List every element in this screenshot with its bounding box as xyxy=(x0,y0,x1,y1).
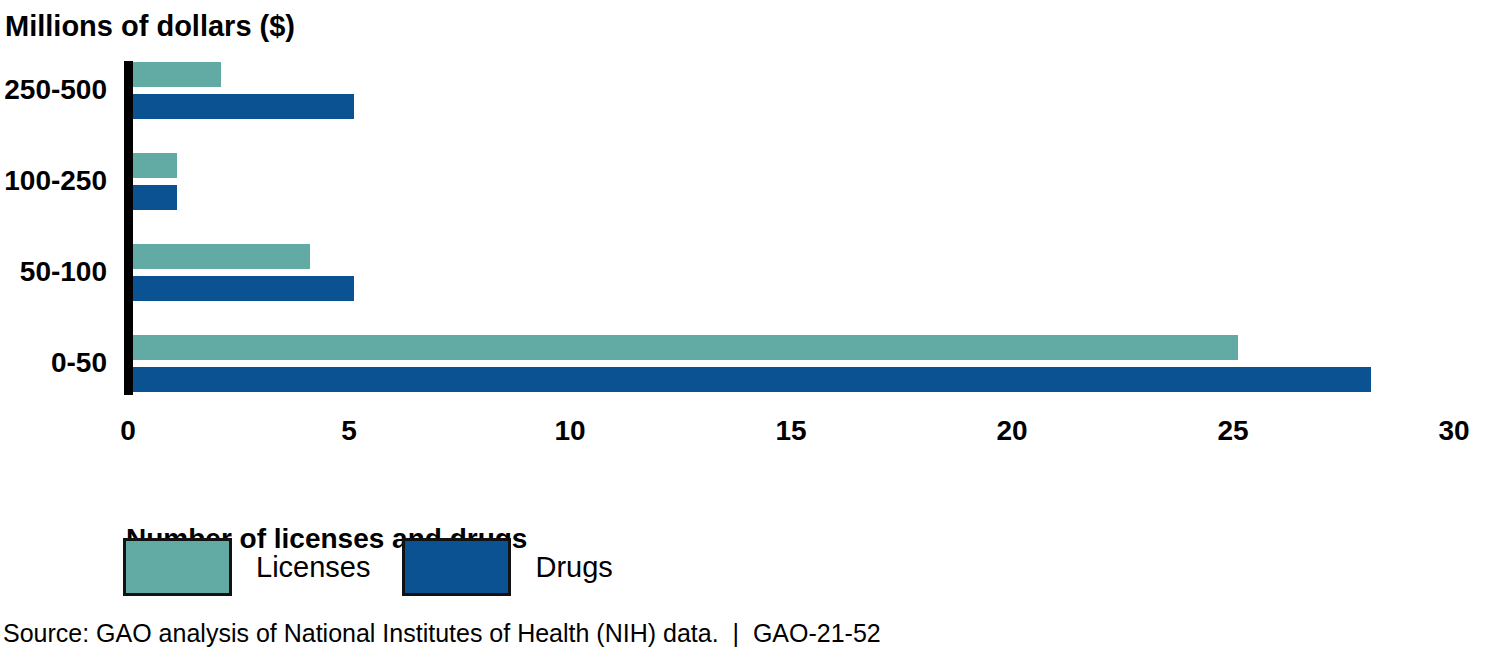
y-axis-spine xyxy=(124,61,133,395)
bar-licenses-0-50 xyxy=(133,335,1238,360)
bar-drugs-50-100 xyxy=(133,276,354,301)
plot-area: 250-500100-25050-1000-50 051015202530 Nu… xyxy=(0,62,1501,462)
x-tick-25: 25 xyxy=(1217,417,1248,445)
x-tick-0: 0 xyxy=(120,417,136,445)
source-note: Source: GAO analysis of National Institu… xyxy=(3,619,881,648)
bar-licenses-50-100 xyxy=(133,244,310,269)
bar-licenses-250-500 xyxy=(133,62,221,87)
legend-label-drugs: Drugs xyxy=(535,551,612,584)
bar-drugs-0-50 xyxy=(133,367,1371,392)
category-axis: 250-500 100-250 50-100 0-50 xyxy=(0,62,107,394)
bar-licenses-100-250 xyxy=(133,153,177,178)
x-tick-5: 5 xyxy=(341,417,357,445)
legend-swatch-drugs xyxy=(402,538,511,596)
category-row-0-50 xyxy=(133,335,1463,392)
category-row-250-500 xyxy=(133,62,1463,119)
category-label-0-50: 0-50 xyxy=(0,349,107,377)
x-tick-10: 10 xyxy=(554,417,585,445)
legend-swatch-licenses xyxy=(123,538,232,596)
category-label-100-250: 100-250 xyxy=(0,167,107,195)
chart-title: Millions of dollars ($) xyxy=(5,10,295,43)
x-tick-30: 30 xyxy=(1438,417,1469,445)
x-tick-20: 20 xyxy=(996,417,1027,445)
category-row-50-100 xyxy=(133,244,1463,301)
category-row-100-250 xyxy=(133,153,1463,210)
category-label-50-100: 50-100 xyxy=(0,258,107,286)
bars-area xyxy=(133,62,1463,392)
x-tick-15: 15 xyxy=(775,417,806,445)
legend: Licenses Drugs xyxy=(123,538,613,596)
category-label-250-500: 250-500 xyxy=(0,76,107,104)
x-axis-ticks: 051015202530 xyxy=(128,417,1458,447)
bar-drugs-100-250 xyxy=(133,185,177,210)
bar-drugs-250-500 xyxy=(133,94,354,119)
legend-item-licenses: Licenses xyxy=(123,538,370,596)
legend-label-licenses: Licenses xyxy=(256,551,370,584)
legend-item-drugs: Drugs xyxy=(402,538,612,596)
